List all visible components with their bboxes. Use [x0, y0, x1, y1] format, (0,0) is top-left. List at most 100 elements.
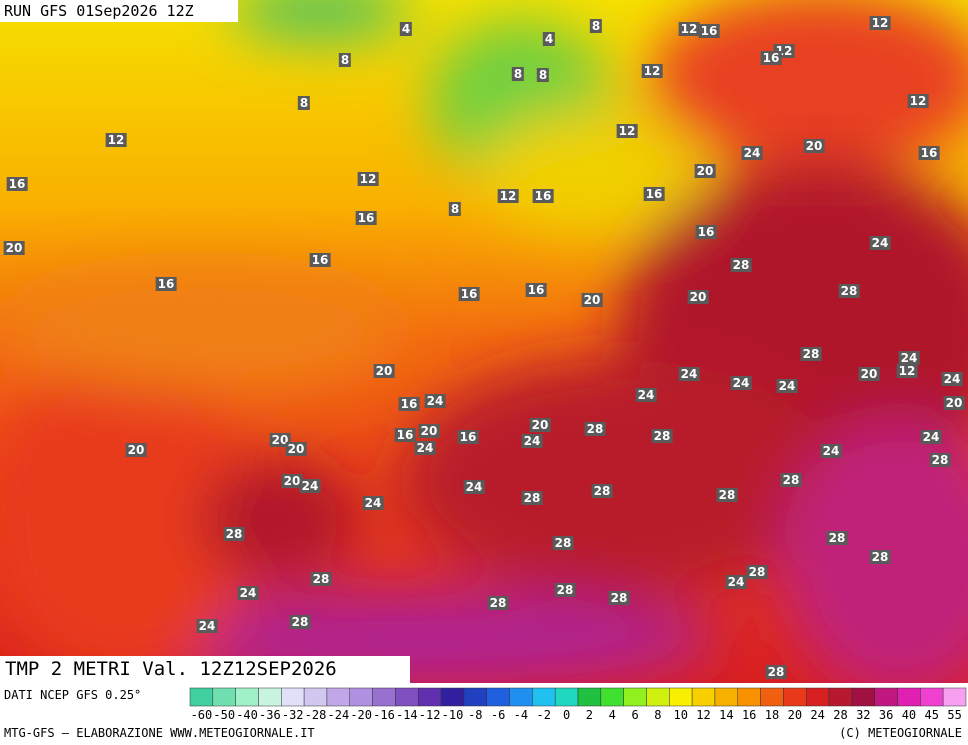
temperature-label: 20 [281, 474, 303, 488]
temperature-label: 12 [105, 133, 127, 147]
scale-swatch [212, 687, 236, 707]
temperature-label: 20 [418, 424, 440, 438]
temperature-label: 24 [869, 236, 891, 250]
scale-label: 14 [719, 708, 733, 722]
temperature-label: 24 [237, 586, 259, 600]
scale-swatch [395, 687, 419, 707]
temperature-label: 28 [765, 665, 787, 679]
temperature-label: 24 [741, 146, 763, 160]
scale-swatch [897, 687, 921, 707]
temperature-label: 28 [521, 491, 543, 505]
scale-swatch [258, 687, 282, 707]
scale-swatch [623, 687, 647, 707]
scale-label: -14 [396, 708, 418, 722]
temperature-label: 28 [289, 615, 311, 629]
credit: MTG-GFS — ELABORAZIONE WWW.METEOGIORNALE… [4, 726, 315, 740]
scale-swatch [554, 687, 579, 707]
temperature-label: 24 [725, 575, 747, 589]
scale-label: -28 [305, 708, 327, 722]
scale-swatch [760, 687, 784, 707]
scale-swatch [942, 687, 967, 707]
temperature-label: 16 [398, 397, 420, 411]
scale-swatch [349, 687, 373, 707]
temperature-label: 24 [776, 379, 798, 393]
temperature-label: 28 [838, 284, 860, 298]
copyright: (C) METEOGIORNALE [839, 726, 962, 740]
scale-swatch [281, 687, 305, 707]
temperature-label: 28 [730, 258, 752, 272]
scale-swatch [440, 687, 465, 707]
scale-swatch [874, 687, 898, 707]
scale-swatch [851, 687, 875, 707]
scale-label: -10 [442, 708, 464, 722]
scale-label: -32 [282, 708, 304, 722]
temperature-label: 16 [532, 189, 554, 203]
scale-label: -60 [191, 708, 213, 722]
temperature-label: 8 [338, 53, 352, 67]
temperature-label: 16 [643, 187, 665, 201]
temperature-label: 12 [678, 22, 700, 36]
temperature-label: 20 [687, 290, 709, 304]
temperature-label: 28 [584, 422, 606, 436]
temperature-label: 16 [698, 24, 720, 38]
scale-swatch [669, 687, 693, 707]
temperature-label: 20 [803, 139, 825, 153]
scale-swatch [509, 687, 533, 707]
temperature-label: 28 [651, 429, 673, 443]
temperature-label: 24 [920, 430, 942, 444]
scale-swatch [235, 687, 259, 707]
run-info: RUN GFS 01Sep2026 12Z [0, 0, 238, 22]
scale-swatch [646, 687, 670, 707]
scale-swatch [326, 687, 351, 707]
scale-swatch [737, 687, 761, 707]
scale-swatch [417, 687, 442, 707]
temperature-label: 20 [3, 241, 25, 255]
temperature-label: 24 [196, 619, 218, 633]
temperature-label: 28 [929, 453, 951, 467]
temperature-label: 20 [285, 442, 307, 456]
scale-label: -20 [350, 708, 372, 722]
scale-label: -40 [236, 708, 258, 722]
temperature-label: 12 [357, 172, 379, 186]
scale-swatch [577, 687, 602, 707]
scale-swatch [372, 687, 396, 707]
temperature-label: 20 [125, 443, 147, 457]
map-title: TMP 2 METRI Val. 12Z12SEP2026 [0, 656, 410, 683]
temperature-label: 16 [457, 430, 479, 444]
scale-label: -24 [328, 708, 350, 722]
temperature-label: 24 [635, 388, 657, 402]
scale-label: -50 [213, 708, 235, 722]
temperature-label: 28 [716, 488, 738, 502]
temperature-label: 24 [941, 372, 963, 386]
scale-label: -16 [373, 708, 395, 722]
temperature-label: 28 [826, 531, 848, 545]
scale-swatch [714, 687, 739, 707]
temperature-label: 28 [869, 550, 891, 564]
temperature-map [0, 0, 968, 683]
temperature-label: 20 [269, 433, 291, 447]
scale-label: -6 [491, 708, 505, 722]
scale-label: 0 [563, 708, 570, 722]
temperature-label: 28 [487, 596, 509, 610]
scale-label: 55 [947, 708, 961, 722]
scale-label: -8 [468, 708, 482, 722]
scale-label: 36 [879, 708, 893, 722]
temperature-label: 16 [6, 177, 28, 191]
temperature-label: 8 [511, 67, 525, 81]
temperature-label: 20 [858, 367, 880, 381]
scale-label: -36 [259, 708, 281, 722]
temperature-label: 24 [362, 496, 384, 510]
scale-label: 6 [631, 708, 638, 722]
scale-label: 4 [609, 708, 616, 722]
temperature-label: 12 [907, 94, 929, 108]
temperature-label: 28 [591, 484, 613, 498]
scale-label: 18 [765, 708, 779, 722]
scale-swatch [691, 687, 716, 707]
temperature-label: 12 [641, 64, 663, 78]
scale-swatch [532, 687, 556, 707]
temperature-label: 24 [678, 367, 700, 381]
color-scale: -60 -50 -40 -36 -32 -28 -24 -20 -16 -14 -12 -10 -8 -6… [189, 687, 967, 722]
scale-label: 24 [810, 708, 824, 722]
scale-label: 32 [856, 708, 870, 722]
